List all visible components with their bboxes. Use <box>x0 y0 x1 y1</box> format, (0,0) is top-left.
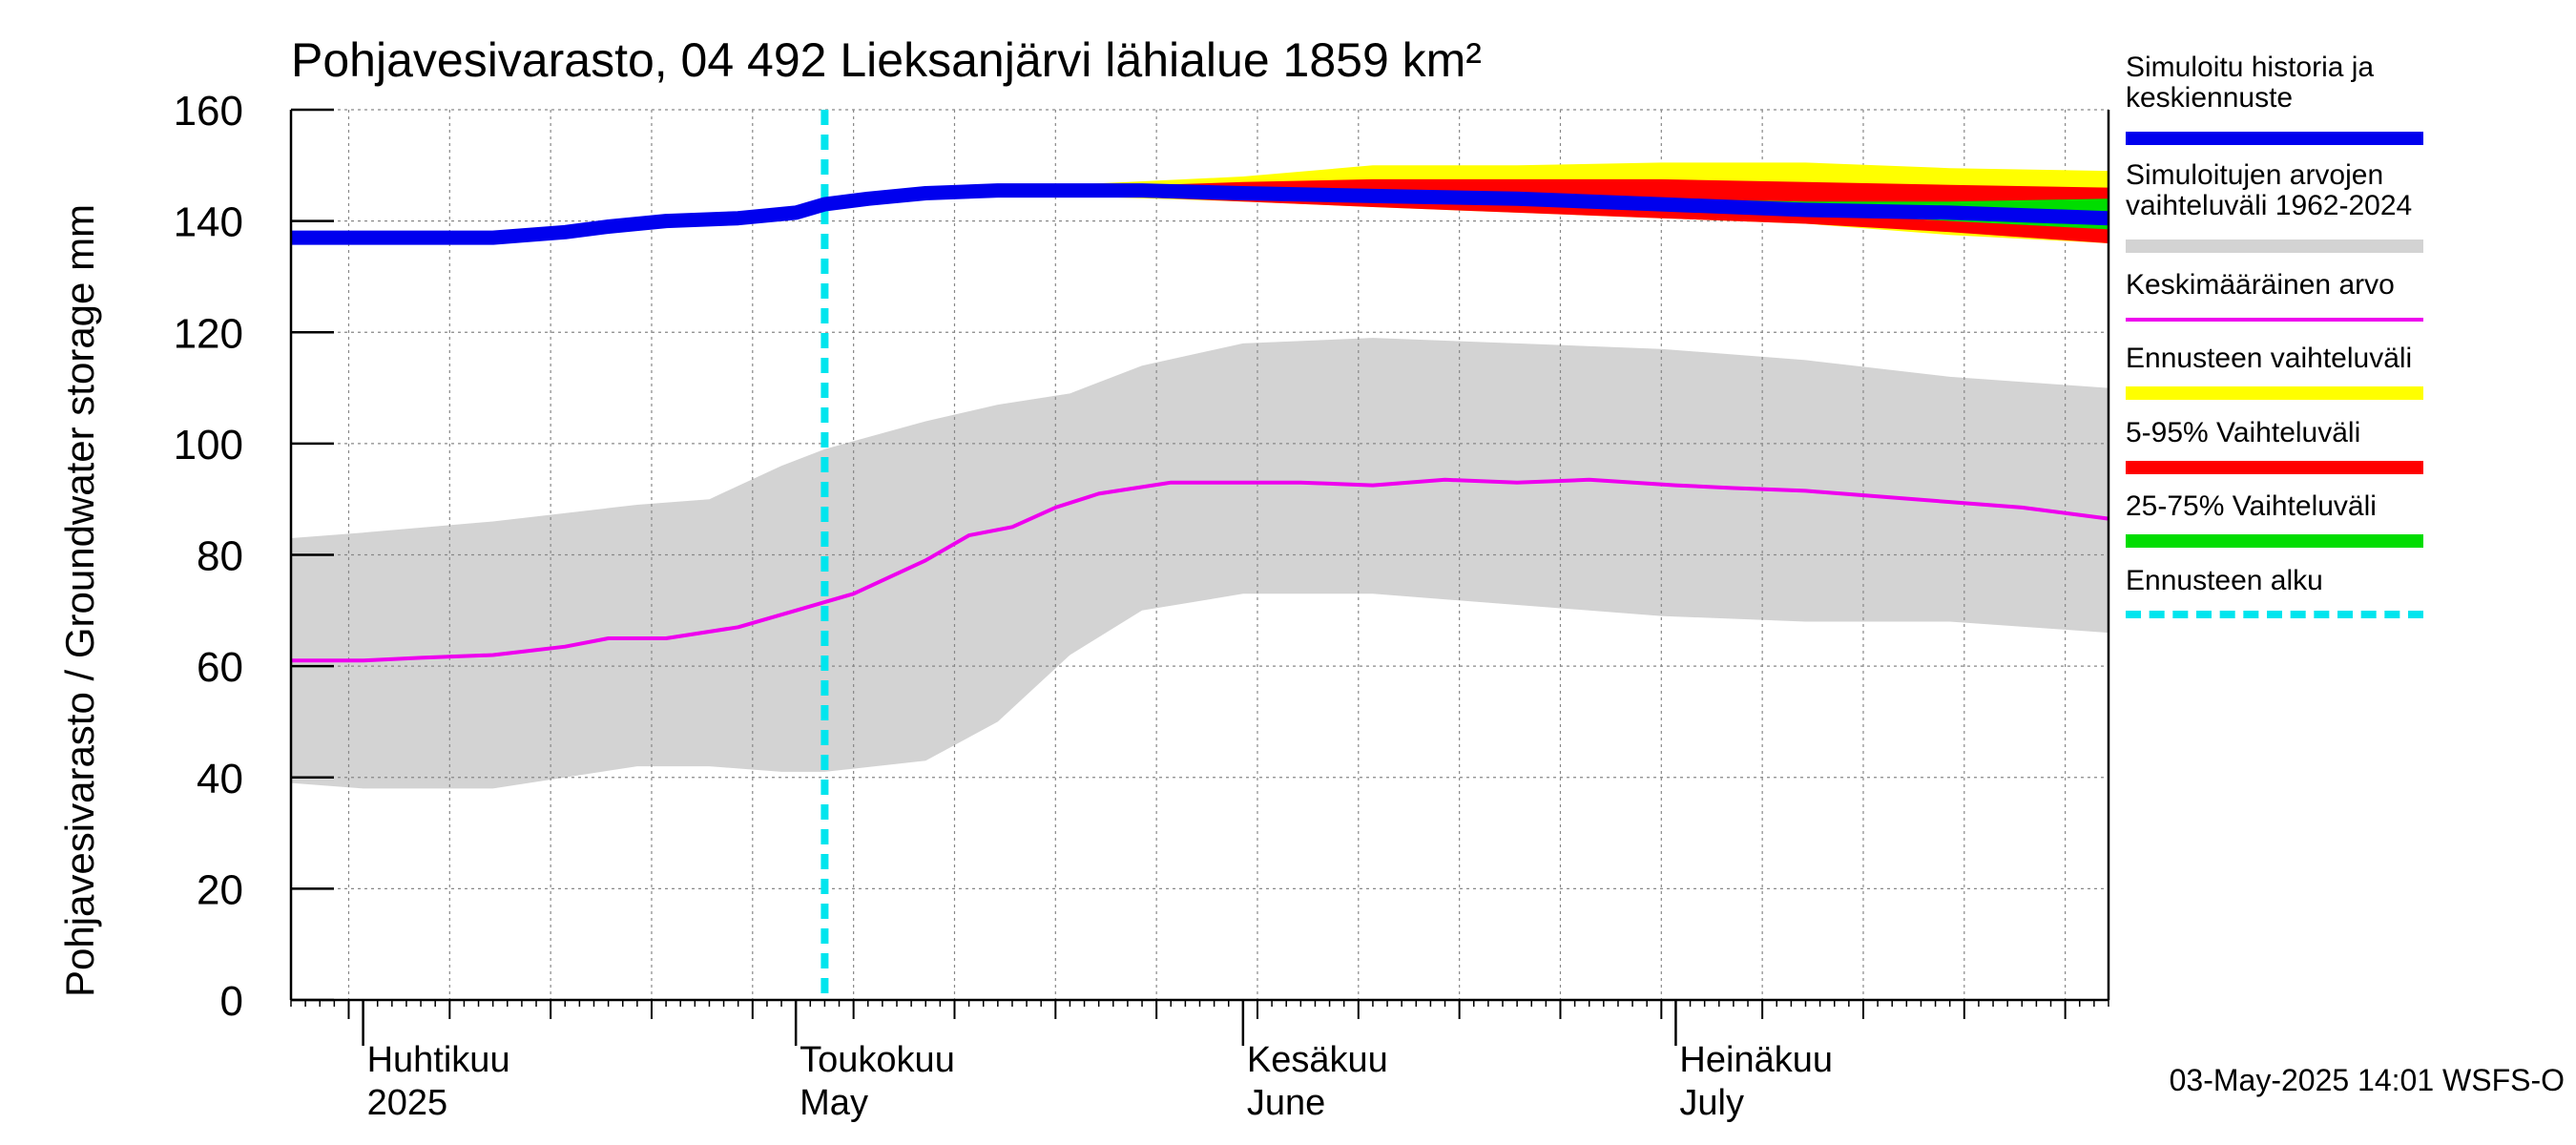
legend-swatch <box>2126 386 2423 400</box>
x-month-label: Huhtikuu <box>367 1040 510 1080</box>
x-month-label: Toukokuu <box>800 1040 955 1080</box>
y-tick-label: 140 <box>174 199 243 246</box>
x-month-label: Kesäkuu <box>1247 1040 1388 1080</box>
legend-label: Simuloitu historia ja keskiennuste <box>2126 52 2375 114</box>
legend-label: Ennusteen alku <box>2126 565 2323 596</box>
x-month-sublabel: 2025 <box>367 1083 448 1123</box>
mean-line <box>291 477 2109 663</box>
legend-swatch <box>2126 239 2423 253</box>
legend-swatch <box>2126 534 2423 548</box>
legend-label: 5-95% Vaihteluväli <box>2126 417 2361 448</box>
y-tick-label: 20 <box>197 866 243 913</box>
grid-lines <box>291 109 2109 1001</box>
chart-title: Pohjavesivarasto, 04 492 Lieksanjärvi lä… <box>291 33 1482 87</box>
historical-range-band <box>291 338 2109 789</box>
legend-swatch <box>2126 461 2423 474</box>
y-tick-label: 160 <box>174 88 243 135</box>
y-tick-label: 100 <box>174 422 243 468</box>
timestamp-footer: 03-May-2025 14:01 WSFS-O <box>2170 1063 2565 1097</box>
y-tick-label: 120 <box>174 310 243 357</box>
legend-swatch <box>2126 132 2423 145</box>
legend-swatch <box>2126 611 2423 618</box>
x-month-label: Heinäkuu <box>1679 1040 1833 1080</box>
y-tick-label: 0 <box>220 978 243 1025</box>
legend-swatch <box>2126 318 2423 322</box>
y-tick-label: 40 <box>197 756 243 802</box>
x-month-sublabel: June <box>1247 1083 1325 1123</box>
y-tick-label: 60 <box>197 644 243 691</box>
y-axis-label: Pohjavesivarasto / Groundwater storage m… <box>57 204 102 997</box>
y-tick-label: 80 <box>197 533 243 580</box>
x-month-sublabel: May <box>800 1083 868 1123</box>
legend-label: Simuloitujen arvojen vaihteluväli 1962-2… <box>2126 159 2413 221</box>
x-month-sublabel: July <box>1679 1083 1744 1123</box>
history-line <box>291 183 2109 245</box>
legend-label: Keskimääräinen arvo <box>2126 269 2395 301</box>
legend-label: 25-75% Vaihteluväli <box>2126 490 2377 522</box>
legend-label: Ennusteen vaihteluväli <box>2126 343 2413 374</box>
